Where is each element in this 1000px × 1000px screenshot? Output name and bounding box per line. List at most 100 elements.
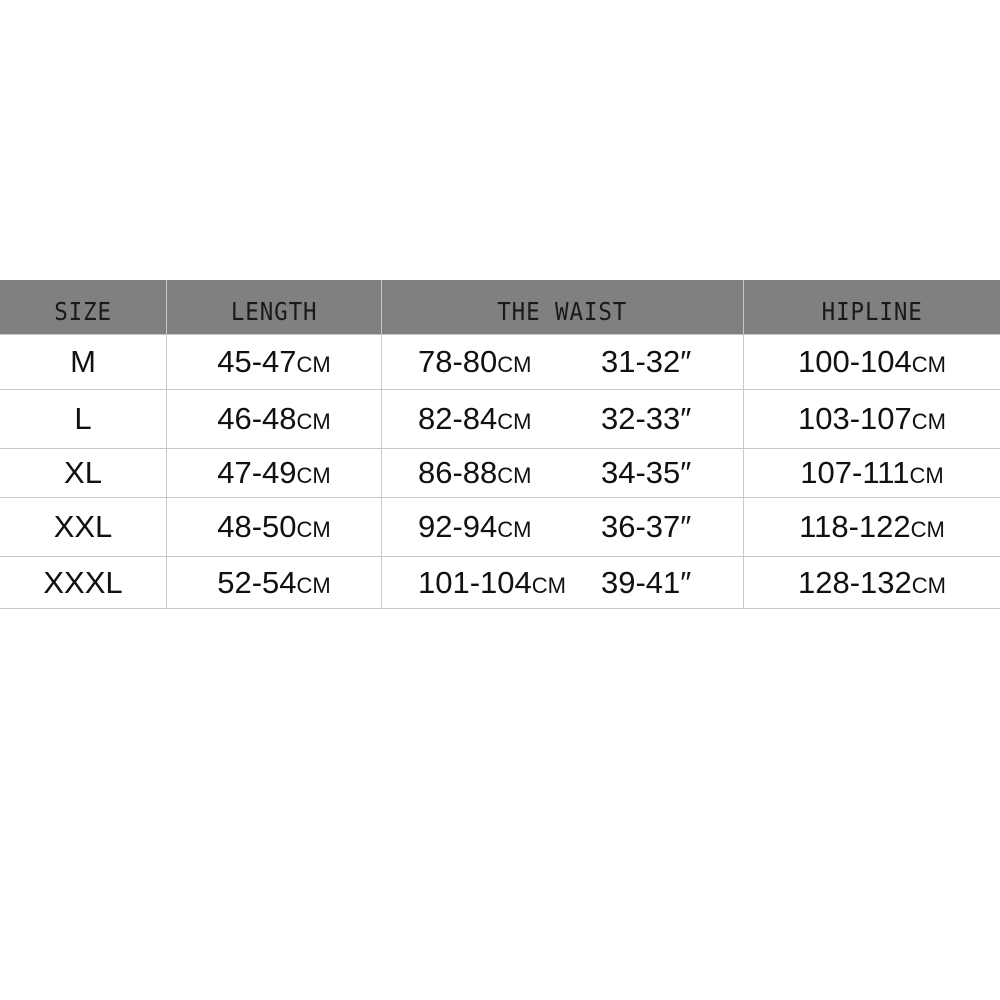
header-label: SIZE	[54, 296, 112, 326]
unit-cm: CM	[910, 517, 945, 542]
waist-cm-number: 92-94	[418, 509, 498, 544]
length-value: 45-47CM	[217, 344, 331, 380]
hipline-value: 118-122CM	[799, 509, 945, 545]
length-value: 48-50CM	[217, 509, 331, 545]
table-row: M 45-47CM 78-80CM 31-32″ 100-104CM	[0, 335, 1000, 390]
unit-cm: CM	[296, 463, 331, 488]
unit-cm: CM	[296, 352, 331, 377]
header-label: LENGTH	[230, 296, 318, 326]
hipline-cell: 118-122CM	[744, 498, 1000, 556]
table-row: XL 47-49CM 86-88CM 34-35″ 107-111CM	[0, 449, 1000, 498]
waist-inch-number: 36-37	[601, 509, 681, 544]
size-value: XL	[64, 455, 102, 490]
waist-cm-value: 78-80CM	[418, 344, 532, 380]
unit-cm: CM	[497, 463, 532, 488]
unit-cm: CM	[296, 517, 331, 542]
hipline-cell: 107-111CM	[744, 449, 1000, 497]
hipline-number: 103-107	[798, 401, 912, 436]
unit-cm: CM	[296, 409, 331, 434]
waist-cell: 82-84CM 32-33″	[382, 390, 744, 448]
unit-cm: CM	[911, 409, 946, 434]
hipline-cell: 100-104CM	[744, 335, 1000, 389]
waist-inch-number: 34-35	[601, 455, 681, 490]
size-value: L	[74, 401, 92, 436]
waist-cm-value: 82-84CM	[418, 401, 532, 437]
hipline-value: 107-111CM	[800, 455, 943, 491]
unit-inch: ″	[680, 401, 692, 436]
header-label: HIPLINE	[821, 296, 923, 326]
size-cell: XL	[0, 449, 167, 497]
length-cell: 52-54CM	[167, 557, 382, 608]
unit-inch: ″	[680, 344, 692, 379]
waist-inch-number: 32-33	[601, 401, 681, 436]
hipline-cell: 103-107CM	[744, 390, 1000, 448]
length-value: 47-49CM	[217, 455, 331, 491]
size-cell: L	[0, 390, 167, 448]
unit-cm: CM	[497, 352, 532, 377]
waist-cm-value: 92-94CM	[418, 509, 532, 545]
unit-inch: ″	[680, 509, 692, 544]
length-number: 48-50	[217, 509, 297, 544]
unit-inch: ″	[680, 455, 692, 490]
table-header: SIZE LENGTH THE WAIST HIPLINE	[0, 280, 1000, 335]
hipline-value: 103-107CM	[798, 401, 946, 437]
hipline-value: 100-104CM	[798, 344, 946, 380]
hipline-cell: 128-132CM	[744, 557, 1000, 608]
waist-inch-value: 36-37″	[601, 509, 691, 545]
hipline-number: 118-122	[799, 509, 911, 544]
waist-cm-number: 86-88	[418, 455, 498, 490]
header-hipline: HIPLINE	[744, 280, 1000, 334]
size-value: M	[70, 344, 96, 379]
unit-cm: CM	[909, 463, 944, 488]
length-cell: 46-48CM	[167, 390, 382, 448]
size-cell: M	[0, 335, 167, 389]
hipline-number: 100-104	[798, 344, 912, 379]
waist-inch-value: 34-35″	[601, 455, 691, 491]
hipline-value: 128-132CM	[798, 565, 946, 601]
hipline-number: 107-111	[800, 455, 910, 490]
unit-cm: CM	[497, 409, 532, 434]
size-value: XXL	[53, 509, 113, 544]
length-cell: 45-47CM	[167, 335, 382, 389]
header-waist: THE WAIST	[382, 280, 744, 334]
waist-cm-number: 101-104	[418, 564, 532, 600]
size-value: XXXL	[43, 564, 123, 600]
length-number: 52-54	[217, 564, 297, 600]
hipline-number: 128-132	[798, 564, 912, 600]
unit-cm: CM	[911, 352, 946, 377]
table-row: XXL 48-50CM 92-94CM 36-37″ 118-122CM	[0, 498, 1000, 557]
table-row: XXXL 52-54CM 101-104CM 39-41″ 128-132CM	[0, 557, 1000, 609]
waist-cell: 78-80CM 31-32″	[382, 335, 744, 389]
waist-cm-number: 82-84	[418, 401, 498, 436]
length-cell: 48-50CM	[167, 498, 382, 556]
unit-inch: ″	[680, 564, 692, 600]
table-body: M 45-47CM 78-80CM 31-32″ 100-104CM L 46-…	[0, 335, 1000, 609]
waist-inch-value: 31-32″	[601, 344, 691, 380]
length-value: 52-54CM	[217, 565, 331, 601]
unit-cm: CM	[296, 572, 331, 598]
size-cell: XXL	[0, 498, 167, 556]
unit-cm: CM	[497, 517, 532, 542]
header-label: THE WAIST	[497, 296, 628, 326]
table-row: L 46-48CM 82-84CM 32-33″ 103-107CM	[0, 390, 1000, 449]
unit-cm: CM	[531, 572, 566, 598]
length-cell: 47-49CM	[167, 449, 382, 497]
waist-cm-number: 78-80	[418, 344, 498, 379]
waist-cell: 86-88CM 34-35″	[382, 449, 744, 497]
waist-inch-value: 39-41″	[601, 565, 691, 601]
waist-cell: 101-104CM 39-41″	[382, 557, 744, 608]
size-chart-table: SIZE LENGTH THE WAIST HIPLINE M 45-47CM …	[0, 280, 1000, 609]
header-length: LENGTH	[167, 280, 382, 334]
unit-cm: CM	[911, 572, 946, 598]
waist-cm-value: 101-104CM	[418, 565, 566, 601]
waist-cm-value: 86-88CM	[418, 455, 532, 491]
waist-inch-value: 32-33″	[601, 401, 691, 437]
length-number: 47-49	[217, 455, 297, 490]
waist-inch-number: 39-41	[601, 564, 681, 600]
length-number: 45-47	[217, 344, 297, 379]
length-number: 46-48	[217, 401, 297, 436]
header-size: SIZE	[0, 280, 167, 334]
size-cell: XXXL	[0, 557, 167, 608]
waist-cell: 92-94CM 36-37″	[382, 498, 744, 556]
waist-inch-number: 31-32	[601, 344, 681, 379]
